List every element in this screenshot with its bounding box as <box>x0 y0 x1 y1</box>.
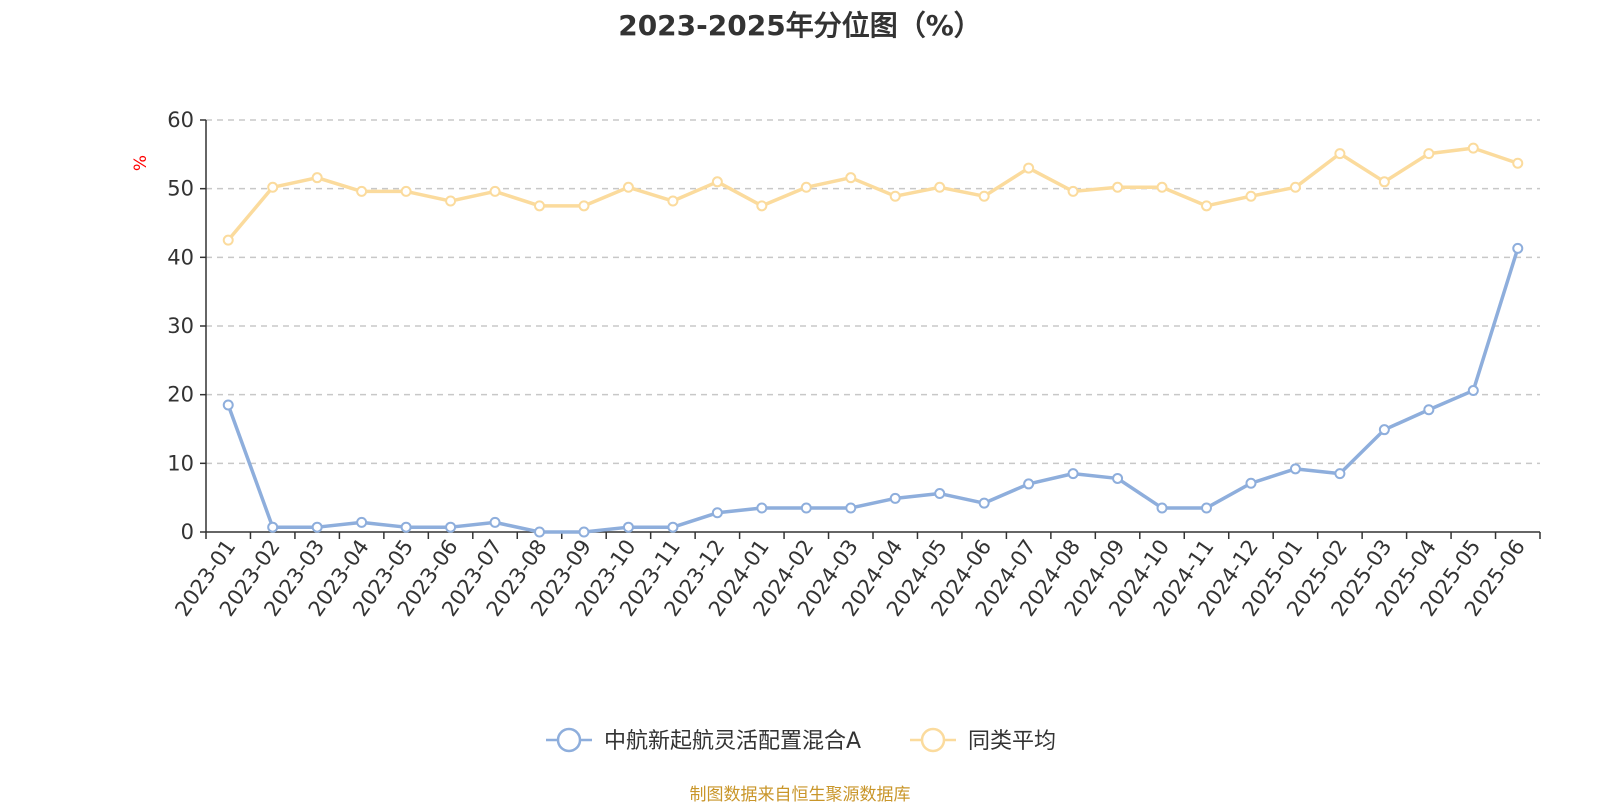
data-point <box>1112 181 1124 193</box>
data-point <box>445 521 457 533</box>
data-point <box>845 502 857 514</box>
data-point <box>1423 404 1435 416</box>
y-axis-unit-label: % <box>131 155 151 171</box>
data-point <box>756 200 768 212</box>
series-line-1 <box>226 146 1519 242</box>
data-point <box>1334 148 1346 160</box>
legend-item-1[interactable]: 同类平均 <box>910 727 1056 754</box>
data-point <box>1067 468 1079 480</box>
data-point <box>1023 162 1035 174</box>
data-point <box>1378 176 1390 188</box>
data-point <box>1067 185 1079 197</box>
legend-marker-icon <box>920 727 946 753</box>
data-point <box>889 492 901 504</box>
data-point <box>311 172 323 184</box>
data-point <box>578 526 590 538</box>
data-point <box>1245 477 1257 489</box>
data-point <box>222 399 234 411</box>
legend-marker-icon <box>556 727 582 753</box>
y-tick-label: 50 <box>167 177 194 201</box>
data-point <box>489 516 501 528</box>
data-point <box>267 181 279 193</box>
data-point <box>1378 424 1390 436</box>
data-point <box>1023 478 1035 490</box>
data-point <box>1156 181 1168 193</box>
legend-item-0[interactable]: 中航新起航灵活配置混合A <box>546 727 861 754</box>
data-point <box>934 488 946 500</box>
data-point <box>622 181 634 193</box>
data-point <box>400 185 412 197</box>
data-point <box>1512 157 1524 169</box>
data-point <box>1245 190 1257 202</box>
data-point <box>1467 385 1479 397</box>
data-point <box>1201 200 1212 212</box>
data-point <box>1467 142 1479 154</box>
y-tick-label: 60 <box>167 108 194 132</box>
y-tick-label: 0 <box>181 520 194 544</box>
data-point <box>978 497 990 509</box>
data-point <box>1512 242 1524 254</box>
data-point <box>1289 181 1301 193</box>
data-point <box>756 502 768 514</box>
chart-title: 2023-2025年分位图（%） <box>618 9 982 42</box>
data-point <box>1423 148 1435 160</box>
grid-lines <box>206 119 1540 465</box>
data-point <box>1201 502 1212 514</box>
legend[interactable]: 中航新起航灵活配置混合A 同类平均 <box>546 727 1056 754</box>
data-point <box>578 200 590 212</box>
axes: 01020304050602023-012023-022023-032023-0… <box>167 108 1541 621</box>
data-point <box>1156 502 1168 514</box>
data-point <box>711 176 723 188</box>
y-tick-label: 20 <box>167 383 194 407</box>
y-tick-label: 40 <box>167 245 194 269</box>
data-point <box>934 181 946 193</box>
data-point <box>667 195 679 207</box>
data-point <box>222 234 234 246</box>
data-point <box>445 195 457 207</box>
series-line-0 <box>226 247 1520 534</box>
data-point <box>889 190 901 202</box>
data-point <box>711 507 723 519</box>
data-point <box>534 200 545 212</box>
data-point <box>489 185 501 197</box>
data-point <box>1289 463 1301 475</box>
data-point <box>1334 468 1346 480</box>
series-layer <box>222 142 1524 538</box>
data-point <box>356 516 368 528</box>
legend-label: 同类平均 <box>968 729 1056 754</box>
legend-label: 中航新起航灵活配置混合A <box>604 729 861 754</box>
data-point <box>534 526 545 538</box>
data-point <box>356 185 368 197</box>
data-point <box>1112 472 1124 484</box>
data-point <box>667 521 679 533</box>
data-point <box>622 521 634 533</box>
y-tick-label: 10 <box>167 451 194 475</box>
data-point <box>978 190 990 202</box>
data-point <box>800 181 812 193</box>
data-source-note: 制图数据来自恒生聚源数据库 <box>689 785 911 805</box>
data-point <box>267 521 279 533</box>
data-point <box>800 502 812 514</box>
y-tick-label: 30 <box>167 314 194 338</box>
data-point <box>400 521 412 533</box>
data-point <box>845 172 857 184</box>
data-point <box>311 521 323 533</box>
